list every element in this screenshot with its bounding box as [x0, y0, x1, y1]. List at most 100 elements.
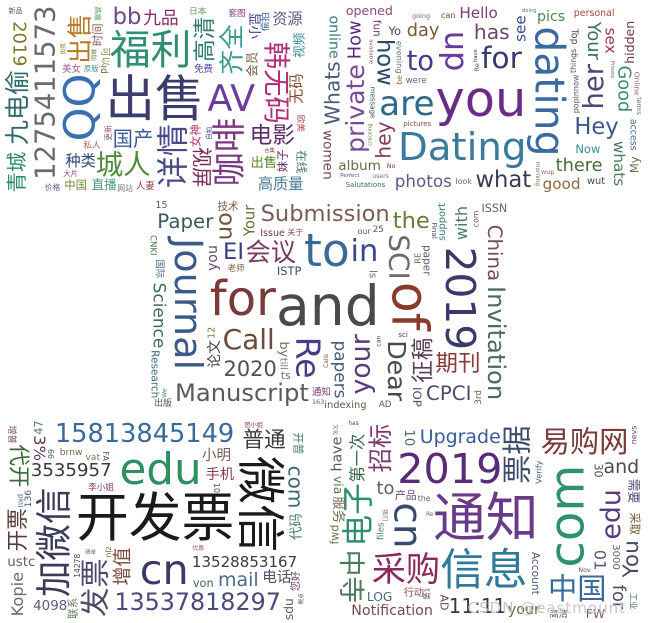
cloud-word: 163 — [311, 397, 325, 406]
cloud-word: your — [507, 602, 540, 619]
cloud-word: hey — [371, 121, 396, 159]
cloud-word: Top — [568, 28, 580, 45]
cloud-word: fun — [370, 20, 383, 37]
cloud-word: pics — [537, 8, 566, 25]
cloud-word: good — [542, 175, 581, 194]
cloud-word: 美女 — [62, 63, 81, 75]
cloud-word: message — [368, 86, 378, 119]
cloud-word: 显小 — [245, 12, 261, 39]
cloud-word: Final — [430, 222, 440, 240]
cloud-word: 在线 — [293, 150, 308, 174]
cloud-word: Calls — [324, 354, 331, 369]
cloud-word: Submission — [260, 200, 390, 227]
cloud-word: 税点 — [299, 593, 306, 605]
cloud-word: CPCI — [426, 381, 472, 405]
cloud-word: 可以 — [99, 46, 111, 66]
cloud-word: 11:11 — [448, 594, 507, 618]
cloud-word: You — [618, 540, 644, 578]
cloud-word: 欧美 — [295, 115, 306, 133]
word-cloud-bottom-right: 通知 com 信息 2019 cn 采购 电子 票据 中国 易购网 edu 中寺 招标 第一次 You 11:… — [328, 418, 644, 621]
cloud-word: 新品 — [8, 6, 23, 15]
cloud-word: 01 — [590, 549, 610, 571]
cloud-word: SCI — [382, 234, 416, 281]
cloud-word: the — [417, 493, 431, 503]
cloud-word: till — [277, 358, 289, 370]
cloud-word: can — [375, 335, 383, 347]
cloud-word: ustc — [7, 554, 36, 570]
cloud-word: 文化 — [331, 424, 338, 436]
cloud-word: album — [338, 158, 381, 175]
cloud-word: what — [475, 167, 532, 194]
cloud-word: How — [345, 20, 366, 59]
cloud-word: has — [348, 420, 359, 427]
cloud-word: 老师 — [227, 264, 245, 275]
cloud-word: Now — [575, 142, 601, 157]
cloud-word: Private — [608, 60, 615, 78]
cloud-word: for — [209, 270, 276, 327]
cloud-word: 女神 — [189, 124, 204, 148]
cloud-word: 行动 — [403, 587, 424, 599]
cloud-word: Kopie — [8, 571, 28, 617]
cloud-word: hidden — [621, 21, 637, 65]
cloud-word: 工业 — [628, 593, 639, 610]
cloud-word: 韩无码 — [260, 41, 292, 124]
cloud-word: 发票 — [78, 558, 113, 618]
cloud-word: 青城 — [5, 151, 30, 193]
cloud-word: bb — [112, 4, 142, 30]
cloud-word: 会议 — [245, 238, 297, 268]
cloud-word: 电子 — [341, 483, 378, 547]
cloud-word: 13528853167 — [191, 552, 298, 571]
cloud-word: to — [376, 478, 395, 500]
cloud-word: 种类 — [65, 151, 96, 170]
cloud-word: Whats — [320, 61, 345, 126]
cloud-word: 论文 — [207, 340, 224, 369]
cloud-word: Good — [613, 65, 634, 113]
cloud-word: Re — [425, 511, 434, 518]
cloud-word: 人妻 — [135, 181, 155, 193]
cloud-word: 私人 — [83, 141, 101, 152]
cloud-word: has — [473, 19, 510, 44]
cloud-word: paper — [420, 245, 433, 276]
cloud-word: Issue — [260, 228, 285, 240]
cloud-word: Yo — [388, 23, 402, 38]
word-cloud-top-right: you dating Dating are up for to her private Hey ho… — [318, 4, 644, 194]
cloud-word: personal — [573, 8, 615, 20]
cloud-word: 微信 — [231, 455, 288, 552]
cloud-word: 3% — [30, 434, 50, 461]
cloud-word: there — [555, 156, 603, 177]
cloud-word: 自拍 — [205, 126, 214, 140]
cloud-word: No — [386, 161, 396, 170]
cloud-word: 同城 — [91, 49, 98, 61]
cloud-word: edu — [119, 443, 202, 495]
cloud-word: 合集 — [264, 148, 275, 155]
cloud-word: online — [325, 15, 342, 59]
cloud-word: edu — [596, 488, 628, 540]
cloud-word: 出售 — [105, 69, 205, 128]
cloud-word: 中国 — [64, 177, 88, 192]
cloud-word: Your — [240, 204, 259, 236]
cloud-word: 清单 — [84, 549, 96, 556]
cloud-word: EI — [223, 238, 244, 265]
cloud-word: 小明 — [201, 446, 232, 464]
cloud-word: 高清 — [192, 17, 219, 63]
cloud-word: Perfect — [340, 173, 360, 180]
cloud-word: Upgrade — [419, 425, 501, 448]
cloud-word: 视屏 — [189, 147, 214, 188]
cloud-word: with — [452, 206, 472, 241]
cloud-word: 资源 — [272, 10, 303, 29]
cloud-word: whats — [609, 141, 628, 187]
cloud-word: Notification — [351, 603, 433, 620]
cloud-word: available — [367, 38, 374, 64]
cloud-word: for — [480, 40, 522, 76]
cloud-word: 九电偷 — [3, 69, 33, 146]
cloud-word: Paper — [157, 209, 214, 233]
cloud-word: 出售 — [250, 156, 278, 172]
cloud-word: 采购 — [371, 549, 441, 590]
cloud-word: 加我 — [60, 42, 67, 54]
cloud-word: 出版 — [154, 399, 172, 410]
cloud-word: 通知 — [311, 387, 331, 399]
cloud-word: 增值 — [111, 547, 134, 586]
cloud-word: Invitation — [482, 286, 510, 401]
cloud-word: Verify — [533, 460, 544, 484]
cloud-word: 更新 — [103, 125, 113, 141]
